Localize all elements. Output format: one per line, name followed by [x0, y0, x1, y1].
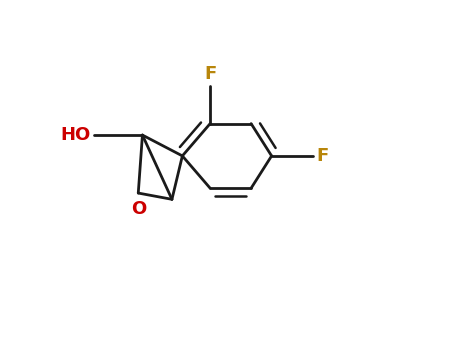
Text: F: F	[204, 65, 216, 83]
Text: O: O	[131, 200, 146, 218]
Text: HO: HO	[60, 126, 91, 144]
Text: F: F	[316, 147, 329, 165]
